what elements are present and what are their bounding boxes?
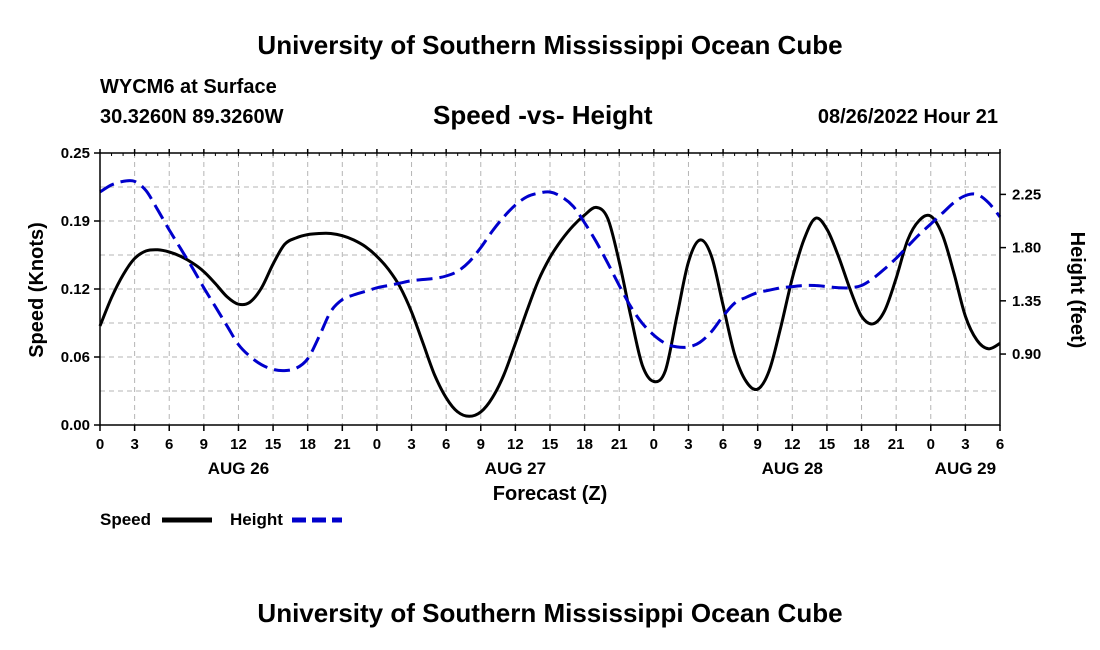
x-tick-label: 6 <box>719 436 727 453</box>
chart-title: Speed -vs- Height <box>433 100 653 130</box>
x-tick-label: 15 <box>542 436 559 453</box>
x-tick-label: 6 <box>165 436 173 453</box>
day-label: AUG 28 <box>762 459 823 478</box>
grid <box>100 153 1000 425</box>
x-tick-label: 12 <box>507 436 524 453</box>
x-tick-label: 12 <box>230 436 247 453</box>
x-tick-label: 6 <box>442 436 450 453</box>
x-tick-label: 9 <box>200 436 208 453</box>
y-right-tick-label: 1.80 <box>1012 240 1041 257</box>
y-left-tick-label: 0.12 <box>61 281 90 298</box>
x-tick-label: 21 <box>334 436 351 453</box>
day-label: AUG 26 <box>208 459 269 478</box>
x-tick-label: 21 <box>888 436 905 453</box>
y-axis-left-label: Speed (Knots) <box>26 222 48 358</box>
x-tick-label: 18 <box>853 436 870 453</box>
station-coordinates: 30.3260N 89.3260W <box>100 106 284 128</box>
x-tick-label: 0 <box>650 436 658 453</box>
y-left-tick-label: 0.25 <box>61 145 90 162</box>
x-tick-label: 3 <box>684 436 692 453</box>
axes: 0 3 6 9 12 15 18 21 0 3 6 9 12 15 18 21 0 3 6 9 12 15 18 21 0 3 6A… <box>61 145 1041 478</box>
x-tick-label: 18 <box>299 436 316 453</box>
y-right-tick-label: 1.35 <box>1012 293 1041 310</box>
x-tick-label: 18 <box>576 436 593 453</box>
x-tick-label: 3 <box>130 436 138 453</box>
y-right-tick-label: 0.90 <box>1012 346 1041 363</box>
footer-title: University of Southern Mississippi Ocean… <box>257 598 843 628</box>
x-tick-label: 9 <box>477 436 485 453</box>
legend-speed-label: Speed <box>100 510 152 529</box>
x-tick-label: 3 <box>407 436 415 453</box>
x-tick-label: 15 <box>265 436 282 453</box>
y-axis-right-label: Height (feet) <box>1066 232 1088 349</box>
series-layer <box>98 179 1002 418</box>
day-label: AUG 27 <box>485 459 546 478</box>
x-tick-label: 12 <box>784 436 801 453</box>
x-axis-label: Forecast (Z) <box>493 483 607 505</box>
series-line-height <box>99 179 1002 373</box>
series-line-speed <box>98 205 1001 418</box>
station-label: WYCM6 at Surface <box>100 76 277 98</box>
x-tick-label: 6 <box>996 436 1004 453</box>
x-tick-label: 21 <box>611 436 628 453</box>
x-tick-label: 9 <box>754 436 762 453</box>
x-tick-label: 0 <box>373 436 381 453</box>
y-left-tick-label: 0.00 <box>61 417 90 434</box>
y-right-tick-label: 2.25 <box>1012 186 1041 203</box>
page-title: University of Southern Mississippi Ocean… <box>257 30 843 60</box>
legend-height-label: Height <box>230 510 283 529</box>
y-left-tick-label: 0.06 <box>61 349 90 366</box>
x-tick-label: 0 <box>927 436 935 453</box>
forecast-timestamp: 08/26/2022 Hour 21 <box>817 106 998 128</box>
x-tick-label: 0 <box>96 436 104 453</box>
x-tick-label: 15 <box>819 436 836 453</box>
x-tick-label: 3 <box>961 436 969 453</box>
day-label: AUG 29 <box>935 459 996 478</box>
y-left-tick-label: 0.19 <box>61 213 90 230</box>
